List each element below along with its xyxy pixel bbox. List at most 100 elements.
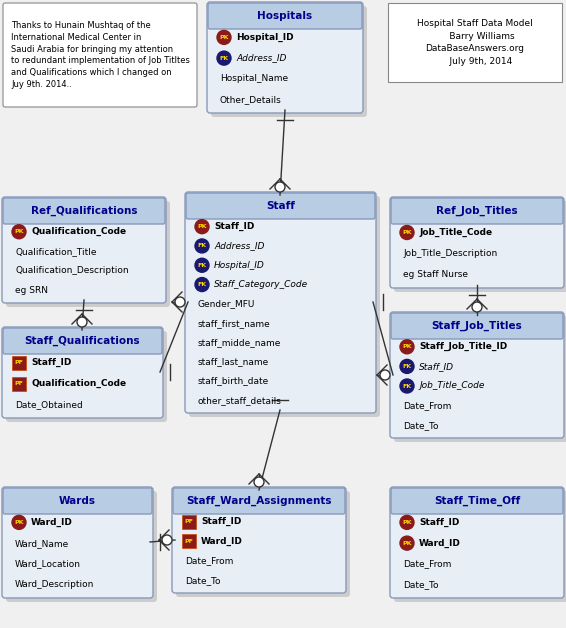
FancyBboxPatch shape: [2, 487, 153, 598]
FancyBboxPatch shape: [3, 3, 197, 107]
Bar: [12, 377, 26, 391]
Text: Job_Title_Code: Job_Title_Code: [419, 228, 492, 237]
Text: Other_Details: Other_Details: [220, 95, 282, 104]
FancyBboxPatch shape: [207, 2, 363, 113]
Text: FK: FK: [198, 263, 207, 268]
Circle shape: [380, 370, 390, 380]
FancyBboxPatch shape: [390, 487, 564, 598]
Text: PK: PK: [402, 520, 411, 525]
Text: Ref_Job_Titles: Ref_Job_Titles: [436, 206, 518, 216]
Text: Ward_ID: Ward_ID: [201, 537, 243, 546]
Text: PK: PK: [402, 344, 411, 349]
Bar: [12, 355, 26, 369]
Text: PK: PK: [14, 520, 24, 525]
Text: FK: FK: [198, 282, 207, 287]
Text: Ref_Qualifications: Ref_Qualifications: [31, 206, 137, 216]
Circle shape: [217, 51, 231, 65]
FancyBboxPatch shape: [172, 487, 346, 593]
Bar: [182, 515, 196, 529]
Text: Staff: Staff: [266, 201, 295, 211]
Text: PF: PF: [15, 381, 23, 386]
Text: Gender_MFU: Gender_MFU: [198, 300, 255, 308]
Text: Staff_Ward_Assignments: Staff_Ward_Assignments: [186, 496, 332, 506]
Text: eg SRN: eg SRN: [15, 286, 48, 295]
Text: Ward_Name: Ward_Name: [15, 539, 69, 548]
Text: Date_To: Date_To: [403, 580, 439, 589]
Text: staff_first_name: staff_first_name: [198, 318, 271, 328]
Text: FK: FK: [198, 244, 207, 249]
Circle shape: [400, 379, 414, 393]
Text: PK: PK: [14, 229, 24, 234]
FancyBboxPatch shape: [185, 192, 376, 413]
Circle shape: [12, 516, 26, 529]
Text: PF: PF: [185, 539, 194, 544]
Circle shape: [254, 477, 264, 487]
Text: Staff_Category_Code: Staff_Category_Code: [214, 280, 308, 289]
FancyBboxPatch shape: [6, 491, 157, 602]
FancyBboxPatch shape: [173, 488, 345, 514]
Text: Staff_ID: Staff_ID: [419, 518, 460, 527]
Circle shape: [400, 359, 414, 374]
Text: PK: PK: [402, 541, 411, 546]
Text: staff_birth_date: staff_birth_date: [198, 377, 269, 386]
FancyBboxPatch shape: [391, 488, 563, 514]
Text: Hospitals: Hospitals: [258, 11, 312, 21]
Text: Ward_Location: Ward_Location: [15, 560, 81, 568]
Text: Date_From: Date_From: [403, 560, 451, 568]
Text: Staff_ID: Staff_ID: [214, 222, 254, 231]
Text: Address_ID: Address_ID: [214, 241, 264, 251]
Bar: [182, 534, 196, 548]
Text: Staff_Qualifications: Staff_Qualifications: [25, 336, 140, 346]
Text: Date_From: Date_From: [403, 401, 451, 410]
FancyBboxPatch shape: [390, 312, 564, 438]
Circle shape: [472, 302, 482, 312]
Circle shape: [195, 220, 209, 234]
FancyBboxPatch shape: [2, 197, 166, 303]
Text: Staff_Job_Title_ID: Staff_Job_Title_ID: [419, 342, 507, 352]
Text: FK: FK: [402, 364, 411, 369]
Text: PK: PK: [219, 35, 229, 40]
Text: Hospital_Name: Hospital_Name: [220, 74, 288, 84]
Text: Staff_Job_Titles: Staff_Job_Titles: [432, 321, 522, 331]
Text: Ward_Description: Ward_Description: [15, 580, 95, 589]
Text: PF: PF: [15, 360, 23, 365]
Text: eg Staff Nurse: eg Staff Nurse: [403, 270, 468, 279]
FancyBboxPatch shape: [394, 491, 566, 602]
FancyBboxPatch shape: [391, 313, 563, 339]
FancyBboxPatch shape: [208, 3, 362, 29]
Circle shape: [275, 182, 285, 192]
Text: Staff_Time_Off: Staff_Time_Off: [434, 496, 520, 506]
Text: Date_To: Date_To: [403, 421, 439, 430]
Text: Job_Title_Code: Job_Title_Code: [419, 381, 484, 391]
FancyBboxPatch shape: [211, 6, 367, 117]
FancyBboxPatch shape: [176, 491, 350, 597]
FancyBboxPatch shape: [3, 488, 152, 514]
Text: Thanks to Hunain Mushtaq of the
International Medical Center in
Saudi Arabia for: Thanks to Hunain Mushtaq of the Internat…: [11, 21, 190, 89]
FancyBboxPatch shape: [2, 327, 163, 418]
Text: Ward_ID: Ward_ID: [31, 518, 73, 527]
Text: Date_From: Date_From: [185, 556, 233, 565]
Circle shape: [162, 535, 172, 545]
Text: Date_To: Date_To: [185, 576, 221, 585]
FancyBboxPatch shape: [394, 316, 566, 442]
FancyBboxPatch shape: [189, 196, 380, 417]
Circle shape: [77, 317, 87, 327]
Text: Qualification_Code: Qualification_Code: [31, 379, 126, 388]
Circle shape: [400, 340, 414, 354]
Text: Staff_ID: Staff_ID: [419, 362, 454, 371]
FancyBboxPatch shape: [390, 197, 564, 288]
Circle shape: [195, 258, 209, 273]
Text: Wards: Wards: [59, 496, 96, 506]
Text: FK: FK: [402, 384, 411, 389]
Text: PF: PF: [185, 519, 194, 524]
Text: PK: PK: [402, 230, 411, 235]
Circle shape: [195, 278, 209, 291]
Text: Ward_ID: Ward_ID: [419, 539, 461, 548]
Text: FK: FK: [220, 56, 229, 61]
Text: Hospital Staff Data Model
     Barry Williams
DataBaseAnswers.org
    July 9th, : Hospital Staff Data Model Barry Williams…: [417, 19, 533, 66]
Circle shape: [12, 225, 26, 239]
FancyBboxPatch shape: [6, 331, 167, 422]
Circle shape: [400, 516, 414, 529]
Text: Qualification_Description: Qualification_Description: [15, 266, 128, 275]
FancyBboxPatch shape: [388, 3, 562, 82]
